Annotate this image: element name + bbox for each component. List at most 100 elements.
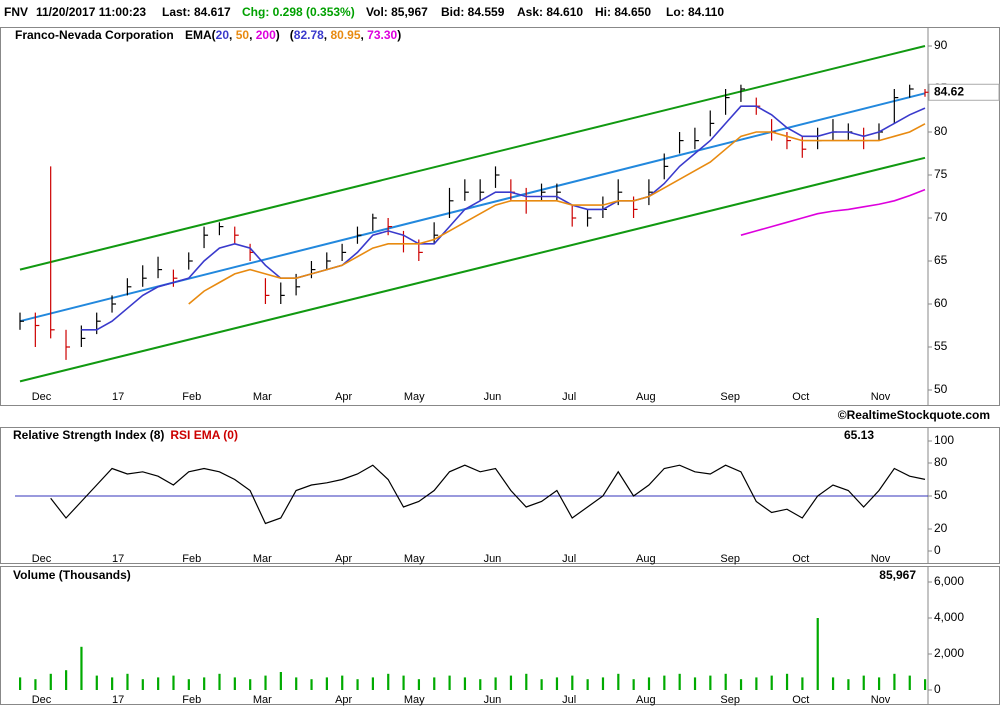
- x-tick-label: Sep: [720, 553, 740, 565]
- low: Lo: 84.110: [666, 5, 724, 19]
- ask: Ask: 84.610: [517, 5, 583, 19]
- rsi-line: [50, 464, 926, 525]
- legend-entry: 200: [256, 28, 276, 42]
- x-tick-label: Feb: [182, 391, 201, 403]
- x-tick-label: 17: [112, 391, 124, 403]
- y-tick-label: 50: [934, 382, 948, 396]
- volume: Vol: 85,967: [366, 5, 428, 19]
- x-tick-label: Jun: [484, 553, 502, 565]
- legend-text: ): [397, 28, 401, 42]
- volume-bar: [525, 673, 528, 690]
- volume-bar: [908, 675, 911, 690]
- x-tick-label: May: [404, 391, 425, 403]
- x-tick-label: Oct: [792, 391, 809, 403]
- volume-bar: [678, 673, 681, 690]
- trendline: [19, 45, 926, 271]
- x-tick-label: Sep: [720, 391, 740, 403]
- y-tick-label: 90: [934, 38, 948, 52]
- x-tick-label: Jun: [484, 391, 502, 403]
- volume-bar: [203, 677, 206, 690]
- x-tick-label: Aug: [636, 694, 656, 706]
- volume-bar: [739, 679, 743, 690]
- volume-bar: [617, 673, 620, 690]
- volume-bar: [279, 672, 282, 690]
- x-tick-label: Aug: [636, 553, 656, 565]
- x-tick-label: Oct: [792, 553, 809, 565]
- x-tick-label: Aug: [636, 391, 656, 403]
- x-tick-label: Jul: [562, 694, 576, 706]
- y-tick-label: 0: [934, 543, 941, 557]
- y-tick-label: 20: [934, 521, 948, 535]
- volume-bar: [433, 677, 436, 690]
- volume-bar: [187, 679, 190, 690]
- volume-bar: [877, 677, 881, 690]
- volume-bar: [126, 673, 129, 690]
- volume-bar: [325, 677, 328, 690]
- volume-bar: [49, 673, 52, 690]
- x-tick-label: Dec: [32, 553, 52, 565]
- legend-value: 73.30: [367, 28, 397, 42]
- volume-bar: [141, 679, 144, 690]
- volume-bar: [924, 679, 927, 690]
- volume-bar: [801, 677, 804, 690]
- volume-bar: [693, 677, 697, 690]
- volume-bar: [831, 677, 835, 690]
- x-tick-label: Jul: [562, 391, 576, 403]
- volume-bar: [19, 677, 22, 690]
- x-tick-label: Jun: [484, 694, 502, 706]
- y-tick-label: 50: [934, 488, 948, 502]
- volume-bar: [157, 677, 160, 690]
- volume-bar: [341, 675, 344, 690]
- y-tick-label: 100: [934, 433, 954, 447]
- volume-bar: [356, 679, 359, 690]
- x-tick-label: Nov: [871, 553, 891, 565]
- volume-bar: [295, 677, 298, 690]
- x-tick-label: Nov: [871, 694, 891, 706]
- volume-bar: [555, 677, 559, 690]
- ema-line: [188, 123, 926, 305]
- x-tick-label: Apr: [335, 553, 352, 565]
- legend-text: ,: [324, 28, 331, 42]
- volume-bar: [264, 675, 267, 690]
- panel-title: Relative Strength Index (8): [13, 428, 164, 442]
- legend-entry: 50: [236, 28, 250, 42]
- x-tick-label: Nov: [871, 391, 891, 403]
- ema-line: [81, 105, 926, 331]
- y-tick-label: 80: [934, 124, 948, 138]
- volume-bar: [571, 675, 574, 690]
- y-tick-label: 55: [934, 339, 948, 353]
- x-tick-label: Sep: [720, 694, 740, 706]
- legend-text: ): [276, 28, 280, 42]
- y-tick-label: 60: [934, 296, 948, 310]
- x-tick-label: Feb: [182, 553, 201, 565]
- volume-bar: [509, 675, 513, 690]
- volume-bar: [601, 677, 605, 690]
- legend-value: 82.78: [294, 28, 324, 42]
- volume-bar: [816, 618, 819, 690]
- x-tick-label: Feb: [182, 694, 201, 706]
- y-tick-label: 4,000: [934, 610, 964, 624]
- legend-text: (: [290, 28, 294, 42]
- x-tick-label: Dec: [32, 694, 52, 706]
- y-tick-label: 80: [934, 455, 948, 469]
- volume-bar: [310, 679, 313, 690]
- datetime: 11/20/2017 11:00:23: [36, 5, 146, 19]
- last-value-label: 65.13: [844, 428, 874, 442]
- symbol: FNV: [4, 5, 28, 19]
- volume-bar: [371, 677, 374, 690]
- volume-bar: [770, 675, 773, 690]
- high: Hi: 84.650: [595, 5, 651, 19]
- legend-entry: 20: [216, 28, 230, 42]
- volume-bar: [862, 675, 865, 690]
- y-tick-label: 70: [934, 210, 948, 224]
- volume-bar: [663, 675, 666, 690]
- x-tick-label: Apr: [335, 391, 352, 403]
- volume-bar: [233, 677, 236, 690]
- x-tick-label: 17: [112, 694, 124, 706]
- volume-bar: [494, 677, 497, 690]
- volume-bar: [647, 677, 651, 690]
- volume-bar: [417, 679, 421, 690]
- legend-text: ,: [249, 28, 256, 42]
- volume-bar: [448, 675, 451, 690]
